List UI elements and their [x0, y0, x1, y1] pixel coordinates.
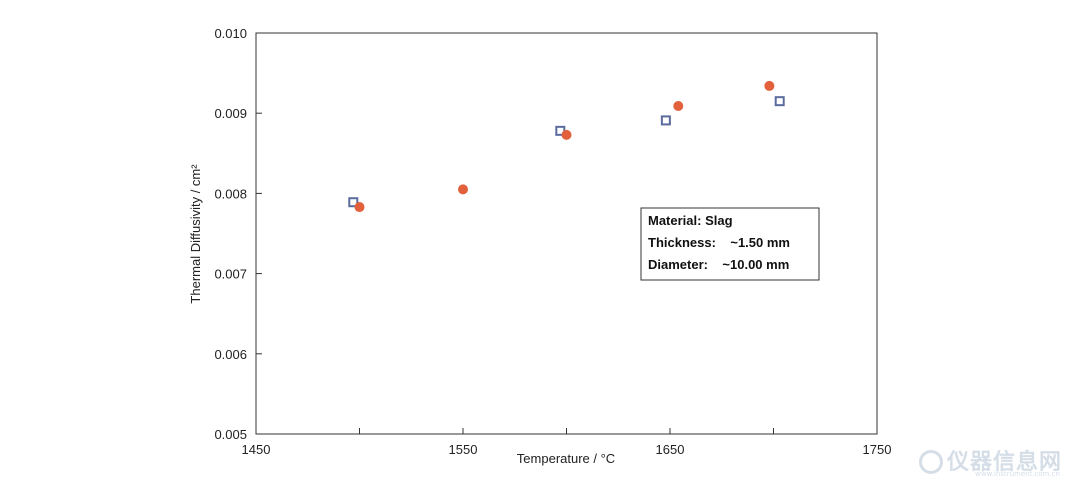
y-tick-label: 0.008 — [214, 186, 247, 201]
circle-point-3 — [673, 100, 684, 111]
square-point-2 — [660, 115, 671, 126]
x-axis-title: Temperature / °C — [517, 451, 615, 466]
square-point-0 — [348, 197, 359, 208]
annotation-thickness: Thickness: ~1.50 mm — [648, 235, 790, 250]
y-tick-label: 0.005 — [214, 427, 247, 442]
circle-point-2 — [561, 129, 572, 140]
y-tick-label: 0.009 — [214, 106, 247, 121]
x-tick-label: 1750 — [863, 442, 892, 457]
watermark-url: www.instrument.com.cn — [975, 470, 1060, 478]
circle-point-0 — [354, 202, 365, 213]
watermark-text: 仪器信息网 — [946, 450, 1062, 475]
y-tick-label: 0.007 — [214, 267, 247, 282]
y-axis-title: Thermal Diffusivity / cm² — [188, 164, 203, 304]
x-tick-label: 1450 — [242, 442, 271, 457]
y-tick-label: 0.006 — [214, 347, 247, 362]
x-tick-label: 1550 — [449, 442, 478, 457]
circle-point-1 — [458, 184, 468, 195]
x-axis: 1450 1550 1650 1750 — [242, 428, 892, 457]
square-point-3 — [774, 96, 785, 107]
y-tick-label: 0.010 — [214, 26, 247, 41]
circle-point-4 — [764, 80, 775, 91]
annotation-diameter: Diameter: ~10.00 mm — [648, 257, 789, 272]
annotation-box: Material: Slag Thickness: ~1.50 mm Diame… — [640, 207, 820, 281]
watermark-logo-icon — [918, 450, 943, 474]
watermark: 仪器信息网 www.instrument.com.cn — [918, 444, 1062, 478]
y-axis: 0.005 0.006 0.007 0.008 0.009 0.010 — [214, 26, 262, 442]
annotation-material: Material: Slag — [648, 213, 733, 228]
x-tick-label: 1650 — [656, 442, 685, 457]
data-points — [348, 80, 785, 213]
